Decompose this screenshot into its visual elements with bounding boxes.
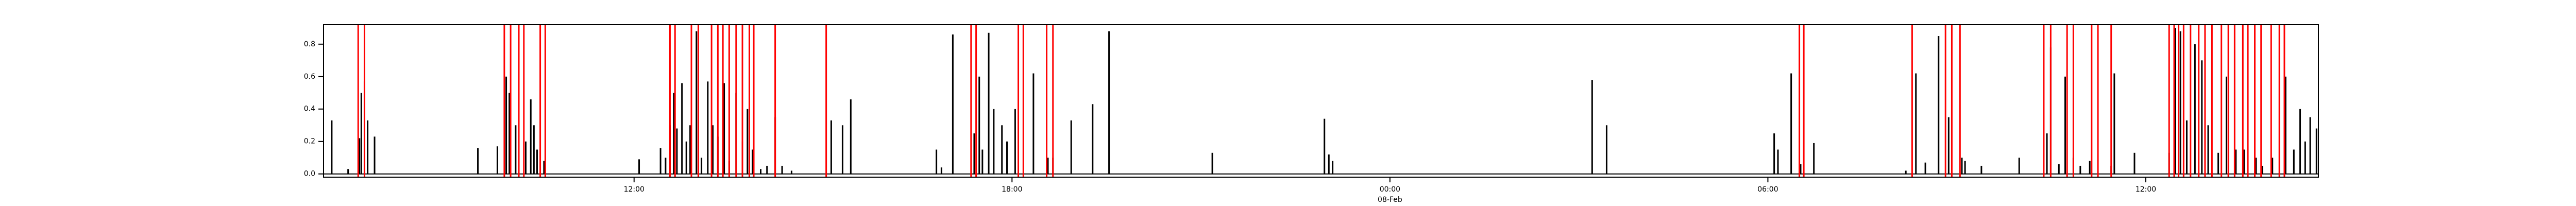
- x-tick-label: 12:00: [624, 185, 645, 194]
- y-tick-label: 0.0: [304, 170, 315, 178]
- y-tick-label: 0.2: [304, 138, 315, 146]
- x-tick-label: 12:00: [2136, 185, 2156, 194]
- x-tick-label: 00:00: [1380, 185, 1400, 194]
- plot-frame: [323, 24, 2319, 178]
- y-tick-label: 0.8: [304, 40, 315, 48]
- y-tick-label: 0.4: [304, 105, 315, 113]
- y-tick-label: 0.6: [304, 73, 315, 81]
- x-tick-label: 06:00: [1757, 185, 1778, 194]
- x-tick-sublabel: 08-Feb: [1378, 196, 1402, 204]
- x-tick-label: 18:00: [1002, 185, 1022, 194]
